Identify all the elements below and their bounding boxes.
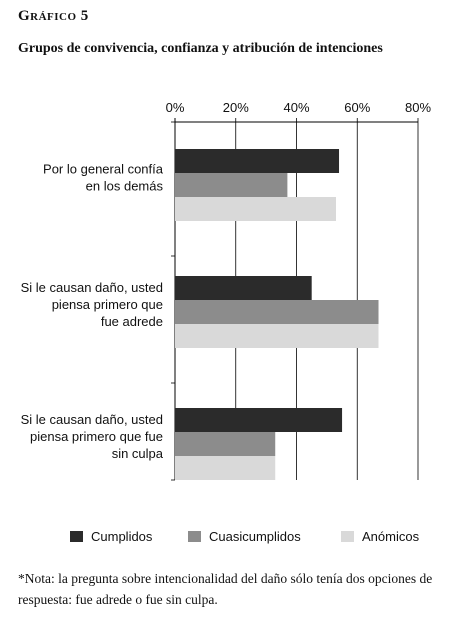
figure-label: Gráfico 5 <box>18 8 89 24</box>
category-label: en los demás <box>86 179 164 194</box>
legend-swatch <box>70 531 83 542</box>
legend-swatch <box>188 531 201 542</box>
figure-title: Grupos de convivencia, confianza y atrib… <box>18 41 383 56</box>
category-label: Si le causan daño, usted <box>21 280 163 295</box>
bar <box>175 149 340 173</box>
category-label: piensa primero que <box>52 297 163 312</box>
x-tick-label: 20% <box>223 100 249 115</box>
legend-label: Anómicos <box>362 529 420 544</box>
category-label: piensa primero que fue <box>30 429 163 444</box>
legend-label: Cuasicumplidos <box>209 529 301 544</box>
category-label: Si le causan daño, usted <box>21 412 163 427</box>
category-label: sin culpa <box>112 446 164 461</box>
bar-chart: 0% 20% 40% 60% 80% Por lo general confía en l… <box>21 100 432 544</box>
legend-swatch <box>341 531 354 542</box>
bar <box>175 276 312 300</box>
bar <box>175 300 379 324</box>
category-label: fue adrede <box>101 314 163 329</box>
x-tick-label: 60% <box>344 100 370 115</box>
x-tick-label: 40% <box>283 100 309 115</box>
bar <box>175 173 288 197</box>
x-tick-label: 80% <box>405 100 431 115</box>
bar <box>175 408 343 432</box>
bar <box>175 324 379 348</box>
legend-label: Cumplidos <box>91 529 153 544</box>
bar <box>175 197 336 221</box>
footnote: *Nota: la pregunta sobre intencionalidad… <box>18 571 433 607</box>
x-tick-label: 0% <box>166 100 185 115</box>
bar <box>175 432 276 456</box>
category-label: Por lo general confía <box>43 162 164 177</box>
bar <box>175 456 276 480</box>
